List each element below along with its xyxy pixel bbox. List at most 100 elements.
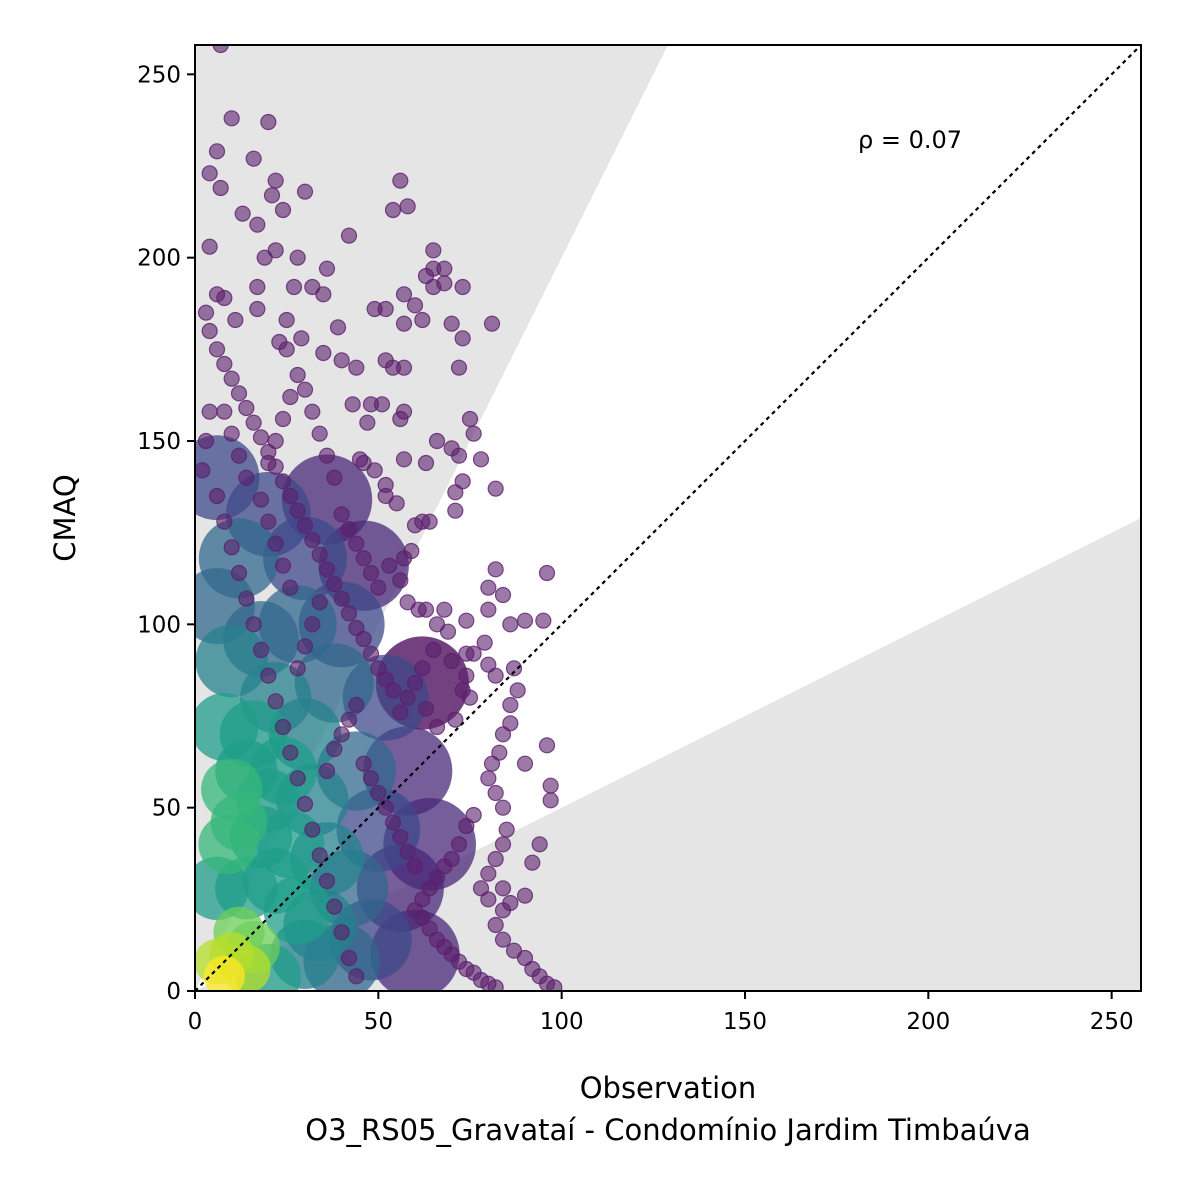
scatter-point (417, 700, 435, 717)
scatter-point (245, 414, 262, 431)
scatter-point (370, 579, 387, 596)
scatter-point (373, 396, 391, 413)
scatter-point (318, 561, 336, 578)
scatter-point (355, 550, 372, 567)
scatter-point (223, 110, 240, 127)
x-tick-label: 50 (364, 1009, 393, 1035)
scatter-point (260, 667, 277, 684)
scatter-point (476, 634, 493, 651)
scatter-point (494, 586, 512, 604)
scatter-point (395, 451, 413, 468)
scatter-point (289, 366, 306, 384)
scatter-point (348, 696, 365, 714)
scatter-point (260, 113, 277, 131)
scatter-point (238, 590, 255, 607)
scatter-point (249, 300, 266, 318)
scatter-point (311, 425, 328, 442)
y-axis-label: CMAQ (48, 474, 82, 561)
scatter-point (458, 817, 475, 835)
scatter-point (542, 792, 559, 809)
scatter-point (406, 674, 424, 692)
density-blob (203, 955, 245, 991)
plot-frame (194, 44, 1142, 992)
scatter-point (381, 557, 398, 574)
scatter-point (406, 297, 424, 314)
scatter-point (326, 469, 343, 486)
scatter-point (318, 260, 336, 277)
scatter-point (417, 601, 435, 618)
scatter-point (388, 495, 405, 512)
scatter-point (509, 682, 526, 699)
annotation-rho: ρ = 0.07 (858, 126, 962, 154)
scatter-point (315, 344, 332, 362)
scatter-point (395, 315, 413, 332)
scatter-point (546, 979, 563, 991)
scatter-point (263, 187, 281, 204)
scatter-point (326, 740, 343, 758)
scatter-point (535, 612, 552, 629)
scatter-point (289, 770, 306, 787)
scatter-points (195, 45, 563, 991)
scatter-point (428, 718, 446, 736)
scatter-point (395, 403, 413, 420)
scatter-point (542, 777, 559, 794)
scatter-point (216, 289, 233, 307)
scatter-point (487, 561, 504, 578)
scatter-point (245, 616, 262, 633)
scatter-point (340, 711, 358, 728)
scatter-point (274, 718, 292, 736)
scatter-point (208, 487, 226, 505)
scatter-point (216, 355, 233, 373)
scatter-point (425, 641, 442, 659)
scatter-point (195, 462, 211, 479)
reference-line-layer (195, 45, 1141, 991)
scatter-point (296, 183, 314, 200)
scatter-point (436, 601, 453, 618)
scatter-point (278, 311, 295, 329)
scatter-point (267, 172, 284, 189)
scatter-point (447, 711, 464, 728)
scatter-point (289, 502, 306, 519)
x-tick-label: 0 (188, 1009, 203, 1035)
scatter-point (417, 454, 435, 472)
scatter-point (274, 473, 292, 490)
scatter-point (238, 469, 255, 486)
scatter-point (392, 704, 409, 721)
scatter-point (494, 836, 512, 853)
scatter-point (208, 341, 226, 358)
scatter-point (487, 667, 504, 684)
scatter-point (443, 440, 460, 457)
scatter-point (216, 513, 233, 530)
scatter-point (450, 359, 468, 376)
scatter-point (296, 638, 314, 655)
scatter-point (340, 605, 358, 622)
scatter-point (285, 278, 303, 296)
scatter-point (443, 315, 460, 332)
x-tick-label: 150 (723, 1009, 767, 1035)
scatter-point (447, 484, 464, 501)
scatter-point (348, 359, 365, 376)
scatter-point (245, 150, 262, 167)
scatter-point (267, 693, 284, 710)
scatter-point (439, 623, 457, 640)
scatter-point (425, 242, 442, 259)
scatter-point (333, 506, 350, 523)
scatter-point (296, 381, 314, 398)
scatter-point (340, 520, 358, 538)
scatter-point (538, 737, 556, 754)
scatter-point (289, 249, 306, 266)
scatter-point (333, 726, 350, 743)
scatter-point (348, 619, 365, 637)
scatter-point (395, 550, 413, 567)
chart-subtitle: O3_RS05_Gravataí - Condomínio Jardim Tim… (305, 1113, 1030, 1147)
scatter-point (201, 403, 218, 420)
scatter-point (333, 352, 350, 369)
scatter-point (282, 579, 299, 596)
scatter-point (329, 319, 347, 336)
reference-line (195, 45, 1141, 991)
scatter-point (461, 410, 479, 428)
scatter-point (326, 575, 343, 593)
scatter-point (216, 403, 233, 420)
scatter-point (377, 476, 394, 494)
scatter-point (414, 660, 431, 677)
